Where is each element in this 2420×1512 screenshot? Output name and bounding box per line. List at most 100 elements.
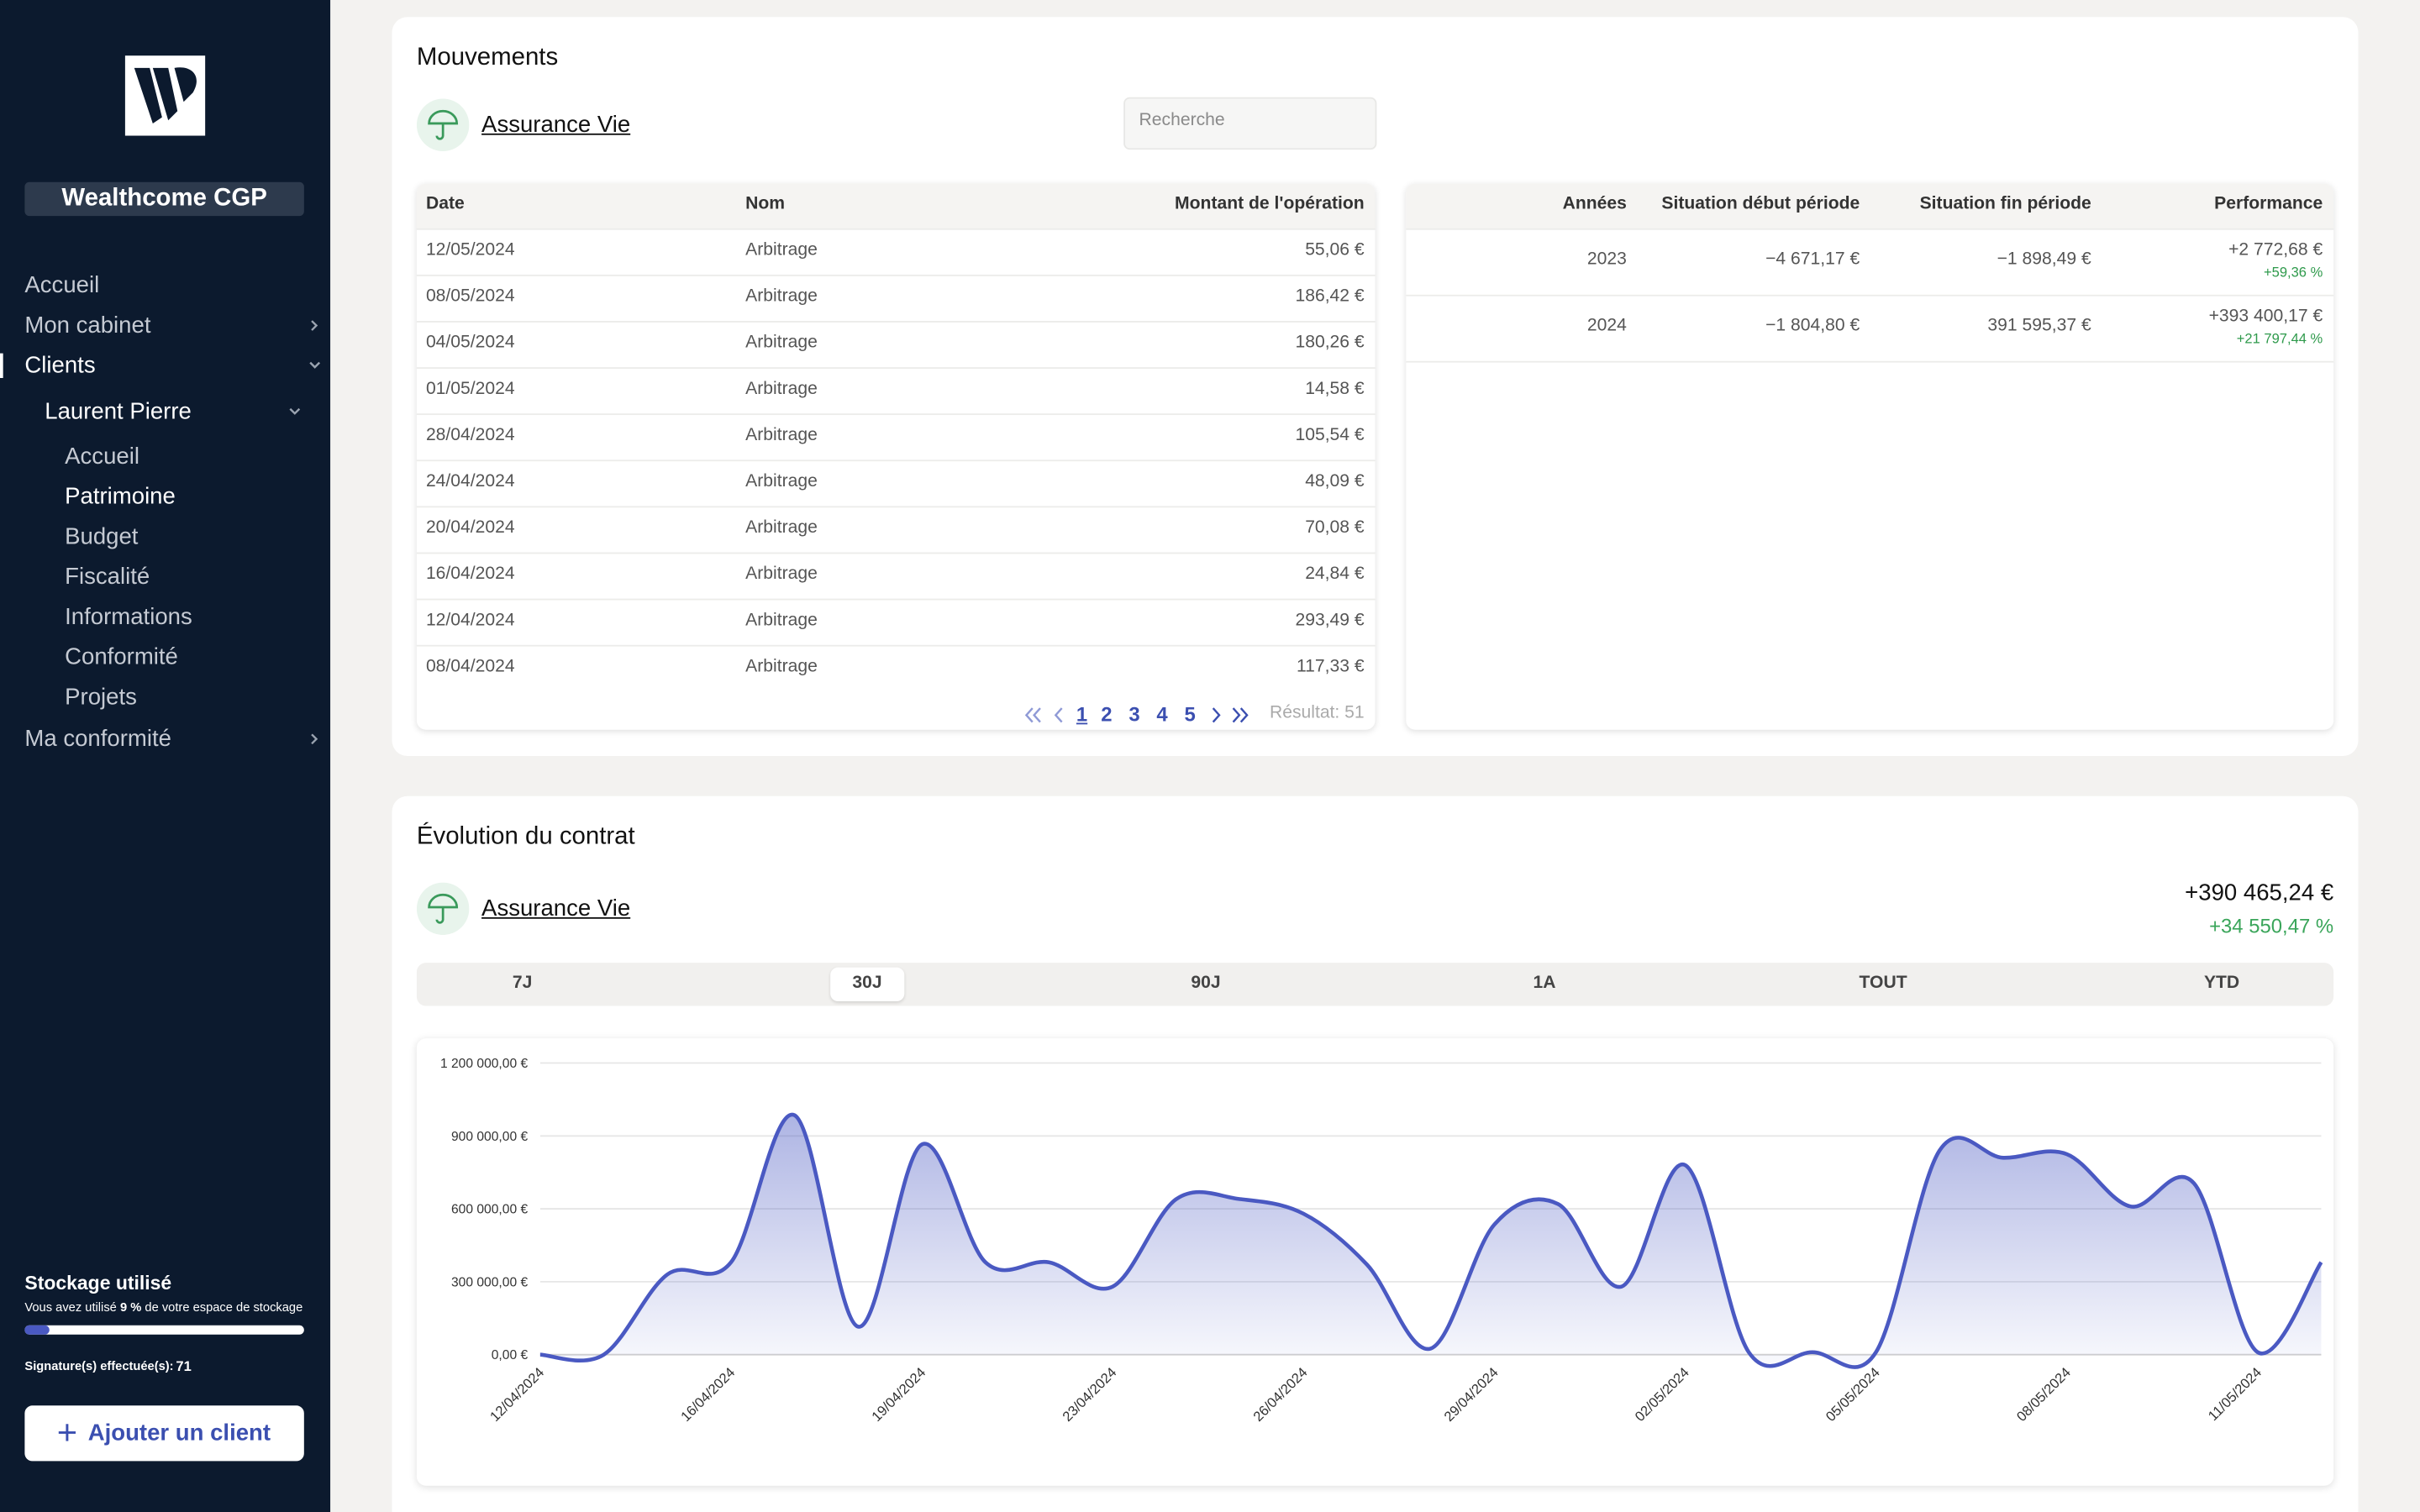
- nav-item[interactable]: Mon cabinet: [24, 312, 151, 339]
- table-cell: 08/04/2024: [425, 657, 515, 676]
- table-cell: 08/05/2024: [425, 287, 515, 307]
- column-header: Situation début période: [1661, 194, 1860, 213]
- nav-item[interactable]: Laurent Pierre: [45, 398, 192, 426]
- row-divider: [1406, 360, 2334, 363]
- row-divider: [416, 274, 1376, 276]
- storage-text: Vous avez utilisé 9 % de votre espace de…: [24, 1300, 302, 1315]
- storage-text-part: Vous avez utilisé: [24, 1300, 117, 1315]
- column-header: Années: [1562, 194, 1627, 213]
- total-percent: +34 550,47 %: [2209, 914, 2334, 937]
- page-number[interactable]: 5: [1184, 702, 1196, 727]
- table-cell: 180,26 €: [1295, 333, 1365, 353]
- chevron: [311, 733, 318, 745]
- tab[interactable]: 90J: [1191, 974, 1221, 993]
- brand: Wealthcome CGP: [61, 185, 267, 212]
- table-cell: −1 898,49 €: [1996, 250, 2091, 270]
- active-indicator: [0, 353, 3, 379]
- search-input[interactable]: [1123, 97, 1377, 150]
- column-header: Date: [425, 194, 465, 213]
- signatures-label: Signature(s) effectuée(s):: [24, 1359, 174, 1373]
- section-title: Mouvements: [416, 45, 559, 71]
- table-cell: 14,58 €: [1305, 380, 1365, 399]
- column-header: Nom: [745, 194, 786, 213]
- table-cell: −1 804,80 €: [1765, 316, 1860, 336]
- table-cell: 2024: [1586, 316, 1627, 336]
- performance-table: [1406, 183, 2334, 730]
- page-number[interactable]: 1: [1076, 702, 1088, 727]
- nav-item[interactable]: Accueil: [24, 272, 100, 299]
- page-number[interactable]: 4: [1156, 702, 1168, 727]
- storage-fill: [24, 1325, 50, 1335]
- table-cell: 20/04/2024: [425, 518, 515, 538]
- add-client-label[interactable]: Ajouter un client: [87, 1420, 271, 1446]
- tab[interactable]: 1A: [1533, 974, 1556, 993]
- table-cell: Arbitrage: [745, 657, 818, 676]
- last-page[interactable]: [1230, 705, 1250, 725]
- table-cell: 391 595,37 €: [1987, 316, 2091, 336]
- nav-item[interactable]: Budget: [65, 523, 139, 550]
- row-divider: [416, 367, 1376, 369]
- table-cell: 55,06 €: [1305, 240, 1365, 260]
- active-tab: [829, 967, 905, 1002]
- chart-card: [416, 1038, 2334, 1486]
- table-cell: 16/04/2024: [425, 564, 515, 584]
- chevron: [289, 407, 301, 415]
- row-divider: [416, 413, 1376, 416]
- row-divider: [1406, 294, 2334, 297]
- table-cell: 12/05/2024: [425, 240, 515, 260]
- prev-page[interactable]: [1051, 705, 1066, 725]
- nav-item[interactable]: Accueil: [65, 444, 139, 470]
- tab[interactable]: TOUT: [1859, 974, 1907, 993]
- row-divider: [416, 459, 1376, 462]
- plus-icon: [58, 1424, 76, 1441]
- tab[interactable]: YTD: [2203, 974, 2240, 993]
- table-cell: +59,36 %: [2263, 265, 2323, 281]
- column-header: Performance: [2214, 194, 2323, 213]
- contract-link[interactable]: Assurance Vie: [481, 895, 631, 922]
- page-number[interactable]: 2: [1101, 702, 1113, 727]
- contract-link[interactable]: Assurance Vie: [481, 112, 631, 139]
- row-divider: [416, 228, 1376, 230]
- page-number[interactable]: 3: [1128, 702, 1140, 727]
- table-cell: 12/04/2024: [425, 611, 515, 630]
- chevron: [311, 320, 318, 331]
- table-cell: 105,54 €: [1295, 426, 1365, 445]
- row-divider: [416, 644, 1376, 647]
- logo: [124, 55, 206, 136]
- table-cell: −4 671,17 €: [1765, 250, 1860, 270]
- movements-table: [416, 183, 1376, 730]
- first-page[interactable]: [1023, 705, 1044, 725]
- nav-item[interactable]: Patrimoine: [65, 483, 176, 511]
- sidebar: [0, 0, 331, 1512]
- column-header: Situation fin période: [1919, 194, 2091, 213]
- column-header: Montant de l'opération: [1175, 194, 1365, 213]
- table-cell: Arbitrage: [745, 611, 818, 630]
- table-cell: Arbitrage: [745, 380, 818, 399]
- nav-item[interactable]: Projets: [65, 684, 137, 711]
- contract-icon: [416, 882, 470, 936]
- table-cell: 28/04/2024: [425, 426, 515, 445]
- row-divider: [416, 598, 1376, 601]
- table-cell: 48,09 €: [1305, 472, 1365, 491]
- table-cell: +21 797,44 %: [2236, 330, 2323, 347]
- nav-item[interactable]: Fiscalité: [65, 564, 150, 591]
- table-cell: 117,33 €: [1297, 657, 1365, 676]
- signatures-count: 71: [176, 1358, 192, 1374]
- next-page[interactable]: [1208, 705, 1223, 725]
- row-divider: [1406, 228, 2334, 230]
- table-cell: Arbitrage: [745, 564, 818, 584]
- nav-item[interactable]: Ma conformité: [24, 726, 171, 753]
- table-cell: 04/05/2024: [425, 333, 515, 353]
- tab[interactable]: 30J: [852, 974, 882, 993]
- nav-item[interactable]: Informations: [65, 604, 192, 631]
- row-divider: [416, 552, 1376, 554]
- search-placeholder: Recherche: [1139, 111, 1225, 130]
- chevron: [309, 361, 321, 369]
- tab[interactable]: 7J: [512, 974, 533, 993]
- storage-text-part: 9 %: [119, 1300, 142, 1315]
- nav-item[interactable]: Clients: [24, 352, 96, 379]
- nav-item[interactable]: Conformité: [65, 643, 178, 671]
